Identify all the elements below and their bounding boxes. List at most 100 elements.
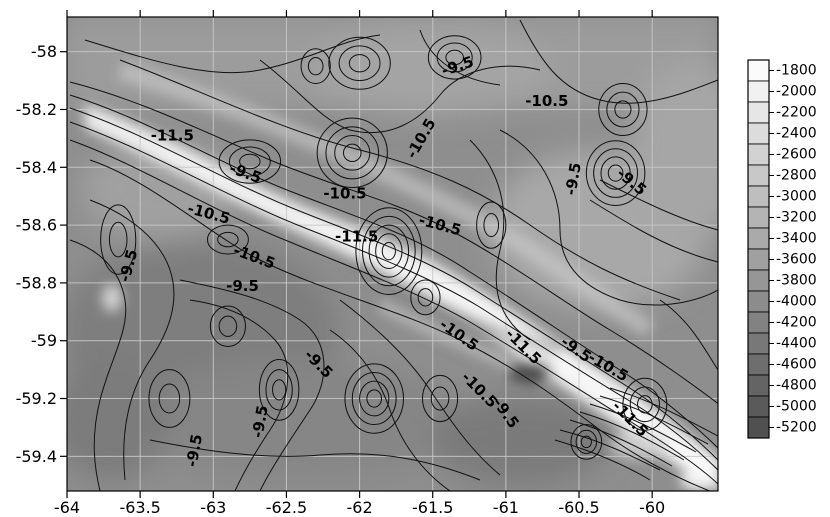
colorbar-frame <box>747 59 770 439</box>
contour-label: -9.5 <box>183 433 206 468</box>
contour-ring <box>570 424 603 460</box>
contour-ring <box>158 383 181 414</box>
colorbar-swatch <box>747 206 770 229</box>
contour-ring <box>368 224 410 278</box>
contour-ring <box>483 213 500 238</box>
contour-ring <box>148 369 191 428</box>
contour-ring <box>476 201 507 249</box>
x-tick-label: -63.5 <box>119 498 160 517</box>
colorbar-swatch <box>747 290 770 313</box>
contour-ring <box>375 233 403 269</box>
colorbar-swatch <box>747 185 770 208</box>
contour-ring <box>325 126 380 180</box>
contour-ring <box>265 369 293 411</box>
colorbar-swatch <box>747 269 770 292</box>
y-tick-label: -58.4 <box>16 158 57 177</box>
contour-ring <box>300 48 331 84</box>
colorbar-label: -5200 <box>776 420 817 436</box>
colorbar-swatch <box>747 164 770 187</box>
contour-ring <box>575 429 598 454</box>
colorbar-label: -2200 <box>776 105 817 121</box>
contour-ring <box>580 435 592 449</box>
contour-ring <box>410 279 441 316</box>
contour-label: -9.5 <box>561 161 584 196</box>
y-tick-label: -58.6 <box>16 216 57 235</box>
contour-ring <box>607 164 624 182</box>
colorbar-label: -5000 <box>776 399 817 415</box>
colorbar-swatch <box>747 101 770 124</box>
colorbar-label: -2400 <box>776 126 817 142</box>
contour-ring <box>206 224 249 255</box>
x-tick-label: -60.5 <box>558 498 599 517</box>
contour-ring <box>342 143 362 163</box>
contour-ring <box>108 221 128 258</box>
contour-ring <box>218 139 282 184</box>
contour-ring <box>445 49 464 66</box>
colorbar-swatch <box>747 80 770 103</box>
contour-ring <box>355 207 423 295</box>
contour-ring <box>366 389 383 408</box>
colorbar-swatch <box>747 416 770 439</box>
contour-ring <box>217 231 239 248</box>
contour-label: -9.5 <box>226 277 259 295</box>
colorbar-label: -4200 <box>776 315 817 331</box>
colorbar-label: -1800 <box>776 63 817 79</box>
x-tick-label: -63 <box>200 498 226 517</box>
contour-ring <box>351 372 397 426</box>
y-tick-label: -58 <box>31 42 57 61</box>
colorbar-label: -3000 <box>776 189 817 205</box>
contour-ring <box>307 56 324 76</box>
colorbar-label: -4600 <box>776 357 817 373</box>
colorbar-swatch <box>747 395 770 418</box>
x-tick-label: -64 <box>54 498 80 517</box>
colorbar-swatch <box>747 143 770 166</box>
contour-ring <box>228 146 271 177</box>
y-tick-label: -59.4 <box>16 447 57 466</box>
y-tick-label: -58.8 <box>16 273 57 292</box>
contour-label: -11.5 <box>151 127 194 145</box>
y-tick-label: -59.2 <box>16 389 57 408</box>
contour-ring <box>348 54 371 73</box>
y-tick-label: -59 <box>31 331 57 350</box>
contour-ring <box>328 36 391 90</box>
colorbar-swatch <box>747 311 770 334</box>
colorbar-label: -2600 <box>776 147 817 163</box>
colorbar-swatch <box>747 374 770 397</box>
contour-ring <box>598 82 648 137</box>
x-axis: -64 -63.5 -63 -62.5 -62 -61.5 -61 -60.5 -60 <box>54 10 665 517</box>
colorbar-label: -3800 <box>776 273 817 289</box>
x-tick-label: -60 <box>639 498 665 517</box>
contour-ring <box>381 241 396 261</box>
contour-ring <box>344 363 404 434</box>
colorbar-swatch <box>747 227 770 250</box>
contour-ring <box>606 91 640 128</box>
contour-ring <box>359 380 390 417</box>
colorbar-swatch <box>747 248 770 271</box>
plot-frame <box>66 16 719 492</box>
contour-label: -11.5 <box>335 228 378 246</box>
x-tick-label: -62 <box>347 498 373 517</box>
contour-label: -10.5 <box>525 92 568 110</box>
colorbar-label: -4400 <box>776 336 817 352</box>
contour-ring <box>427 35 482 80</box>
contour-ring <box>272 379 287 401</box>
colorbar: -1800 -2000 -2200 -2400 -2600 -2800 -3000 -3200… <box>747 59 817 439</box>
contour-ring <box>338 45 381 82</box>
colorbar-swatch <box>747 332 770 355</box>
contour-label: -9.5 <box>248 404 271 439</box>
contour-ring <box>417 288 434 307</box>
colorbar-label: -4800 <box>776 378 817 394</box>
colorbar-swatch <box>747 353 770 376</box>
colorbar-label: -3200 <box>776 210 817 226</box>
y-tick-label: -58.2 <box>16 100 57 119</box>
y-axis: -58 -58.2 -58.4 -58.6 -58.8 -59 -59.2 -59.4 <box>16 42 67 466</box>
contour-ring <box>209 305 246 347</box>
colorbar-swatch <box>747 122 770 145</box>
x-tick-label: -61 <box>493 498 519 517</box>
colorbar-label: -3600 <box>776 252 817 268</box>
colorbar-label: -4000 <box>776 294 817 310</box>
contour-lines <box>69 19 718 491</box>
contour-ring <box>258 358 300 421</box>
contour-label: -10.5 <box>323 184 366 202</box>
contour-ring <box>239 153 261 170</box>
